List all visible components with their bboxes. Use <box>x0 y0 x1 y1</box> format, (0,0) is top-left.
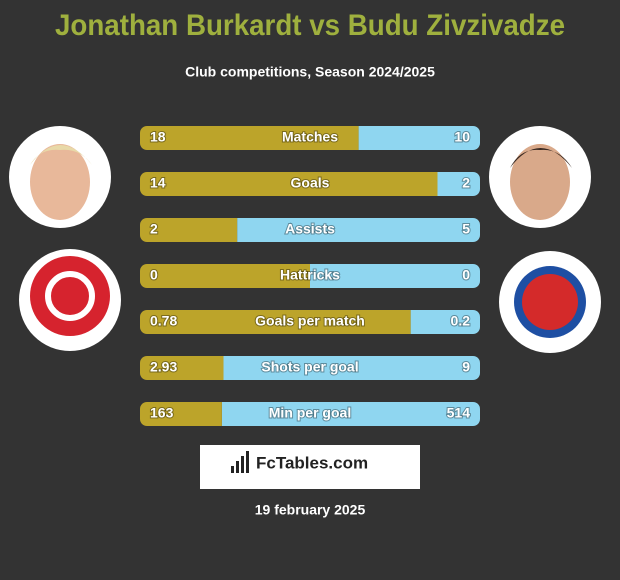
row <box>140 310 480 334</box>
row <box>140 356 480 380</box>
player-right-photo <box>489 126 591 228</box>
date: 19 february 2025 <box>255 502 366 518</box>
category-label: Matches <box>282 129 338 145</box>
title: Jonathan Burkardt vs Budu Zivzivadze <box>55 9 565 42</box>
bar-right <box>437 172 480 196</box>
category-label: Shots per goal <box>261 359 358 375</box>
bar-left <box>140 218 238 242</box>
bar-right <box>310 264 480 288</box>
club-right-logo <box>499 251 601 353</box>
logo-text: FcTables.com <box>256 453 368 472</box>
right-value: 2 <box>462 175 470 191</box>
rows: 18 Matches 10 14 Goals 2 2 Assists 5 0 Hattricks 0 0… <box>140 126 480 426</box>
bar-right <box>358 126 480 150</box>
bar-left <box>140 356 224 380</box>
category-label: Goals <box>291 175 330 191</box>
row <box>140 126 480 150</box>
left-value: 0.78 <box>150 313 177 329</box>
row <box>140 218 480 242</box>
bar-left <box>140 172 438 196</box>
bar-right <box>223 356 480 380</box>
bar-right <box>237 218 480 242</box>
bar-right <box>221 402 480 426</box>
player-left-photo <box>9 126 111 228</box>
right-value: 9 <box>462 359 470 375</box>
category-label: Hattricks <box>280 267 340 283</box>
bar-right <box>410 310 480 334</box>
row <box>140 402 480 426</box>
subtitle: Club competitions, Season 2024/2025 <box>185 64 435 80</box>
right-value: 5 <box>462 221 470 237</box>
left-value: 0 <box>150 267 158 283</box>
row <box>140 264 480 288</box>
bar-left <box>140 264 310 288</box>
logo-box: FcTables.com <box>200 445 420 489</box>
category-label: Min per goal <box>269 405 351 421</box>
bar-left <box>140 402 222 426</box>
right-value: 514 <box>447 405 471 421</box>
row <box>140 172 480 196</box>
left-value: 163 <box>150 405 174 421</box>
left-value: 18 <box>150 129 166 145</box>
category-label: Goals per match <box>255 313 365 329</box>
left-value: 14 <box>150 175 166 191</box>
right-value: 10 <box>454 129 470 145</box>
bar-left <box>140 310 411 334</box>
right-value: 0.2 <box>451 313 471 329</box>
left-value: 2 <box>150 221 158 237</box>
category-label: Assists <box>285 221 335 237</box>
left-value: 2.93 <box>150 359 177 375</box>
club-left-logo <box>19 249 121 351</box>
right-value: 0 <box>462 267 470 283</box>
bar-left <box>140 126 359 150</box>
